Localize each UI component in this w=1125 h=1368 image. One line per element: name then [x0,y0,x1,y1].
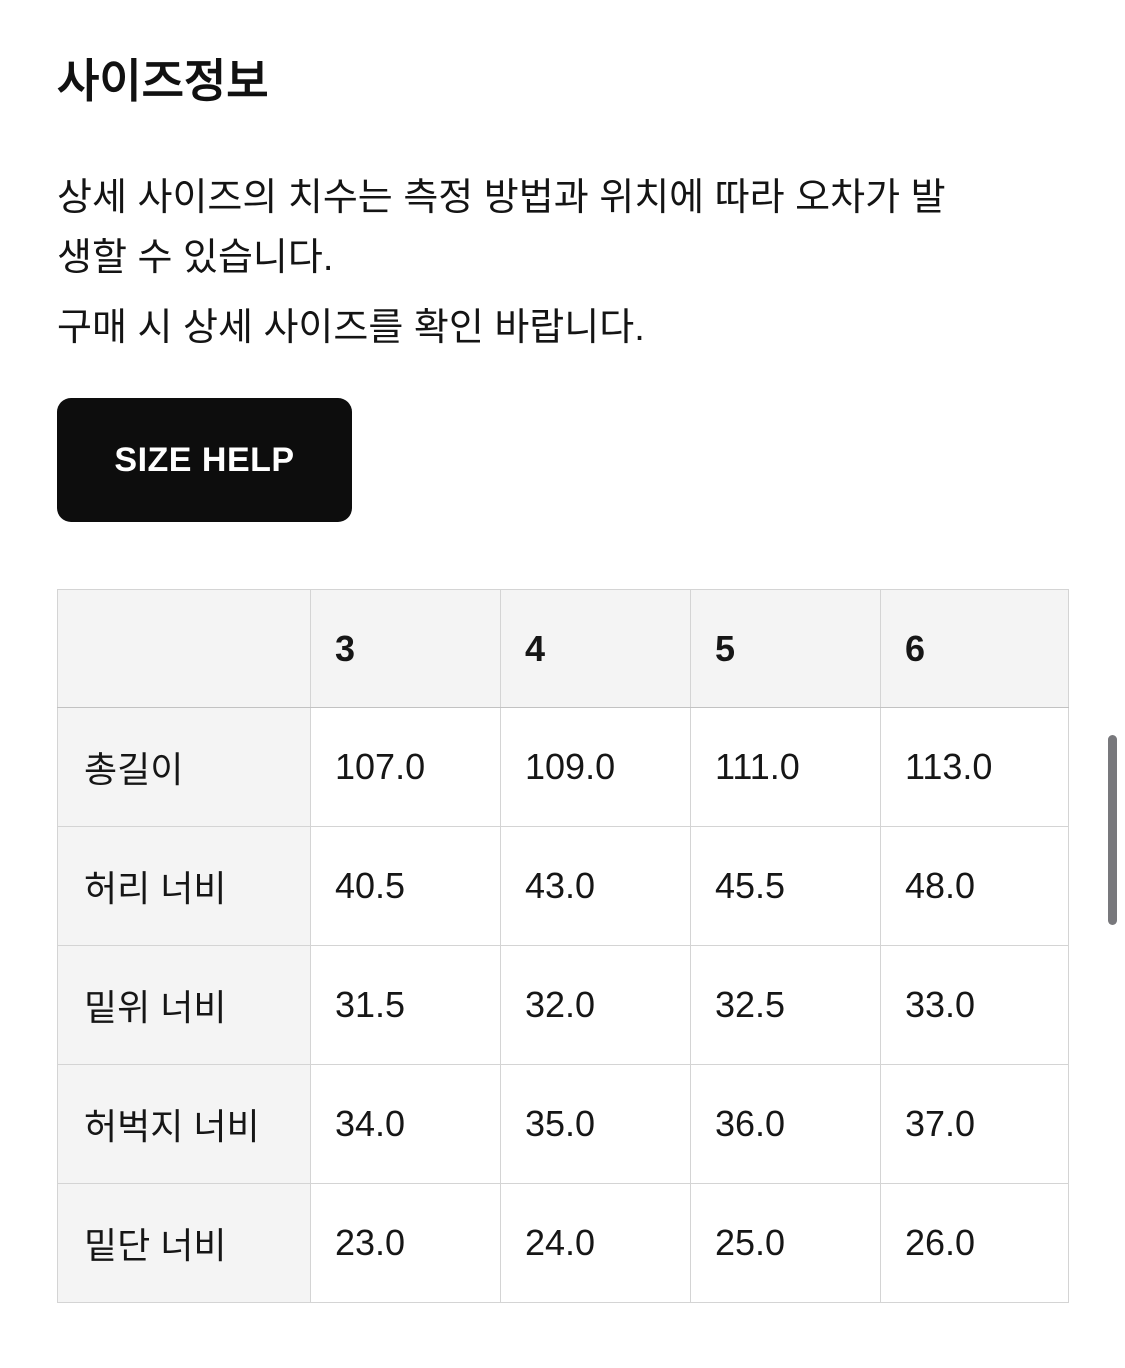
size-notice-text: 상세 사이즈의 치수는 측정 방법과 위치에 따라 오차가 발 생할 수 있습니… [57,168,1068,358]
size-column-header-4: 4 [500,589,691,708]
size-value-cell: 37.0 [880,1064,1069,1184]
size-value-cell: 45.5 [690,826,881,946]
size-table-header-row: 3 4 5 6 [57,589,1069,708]
page-title: 사이즈정보 [57,55,269,107]
scrollbar-thumb[interactable] [1108,735,1117,925]
size-table: 3 4 5 6 총길이 107.0 109.0 111.0 113.0 허리 너… [57,589,1069,1303]
size-value-cell: 113.0 [880,707,1069,827]
size-value-cell: 36.0 [690,1064,881,1184]
size-value-cell: 43.0 [500,826,691,946]
size-value-cell: 24.0 [500,1183,691,1303]
row-label: 허벅지 너비 [57,1064,311,1184]
row-label: 밑위 너비 [57,945,311,1065]
size-value-cell: 32.0 [500,945,691,1065]
size-column-header-3: 3 [310,589,501,708]
table-row-thigh-width: 허벅지 너비 34.0 35.0 36.0 37.0 [57,1064,1069,1184]
table-row-waist-width: 허리 너비 40.5 43.0 45.5 48.0 [57,826,1069,946]
size-table-corner-cell [57,589,311,708]
size-value-cell: 111.0 [690,707,881,827]
size-column-header-6: 6 [880,589,1069,708]
size-value-cell: 33.0 [880,945,1069,1065]
size-value-cell: 107.0 [310,707,501,827]
size-value-cell: 26.0 [880,1183,1069,1303]
size-value-cell: 34.0 [310,1064,501,1184]
notice-line-1: 상세 사이즈의 치수는 측정 방법과 위치에 따라 오차가 발 [57,177,946,219]
size-value-cell: 48.0 [880,826,1069,946]
notice-line-2: 생할 수 있습니다. [57,237,334,279]
table-row-rise-width: 밑위 너비 31.5 32.0 32.5 33.0 [57,945,1069,1065]
notice-line-3: 구매 시 상세 사이즈를 확인 바랍니다. [57,307,645,349]
row-label: 총길이 [57,707,311,827]
size-value-cell: 31.5 [310,945,501,1065]
size-value-cell: 23.0 [310,1183,501,1303]
size-value-cell: 25.0 [690,1183,881,1303]
size-info-page: 사이즈정보 상세 사이즈의 치수는 측정 방법과 위치에 따라 오차가 발 생할… [0,52,1125,1303]
size-value-cell: 35.0 [500,1064,691,1184]
size-value-cell: 109.0 [500,707,691,827]
row-label: 허리 너비 [57,826,311,946]
table-row-total-length: 총길이 107.0 109.0 111.0 113.0 [57,707,1069,827]
size-value-cell: 40.5 [310,826,501,946]
size-help-button[interactable]: SIZE HELP [57,398,352,522]
table-row-hem-width: 밑단 너비 23.0 24.0 25.0 26.0 [57,1183,1069,1303]
row-label: 밑단 너비 [57,1183,311,1303]
size-column-header-5: 5 [690,589,881,708]
size-value-cell: 32.5 [690,945,881,1065]
